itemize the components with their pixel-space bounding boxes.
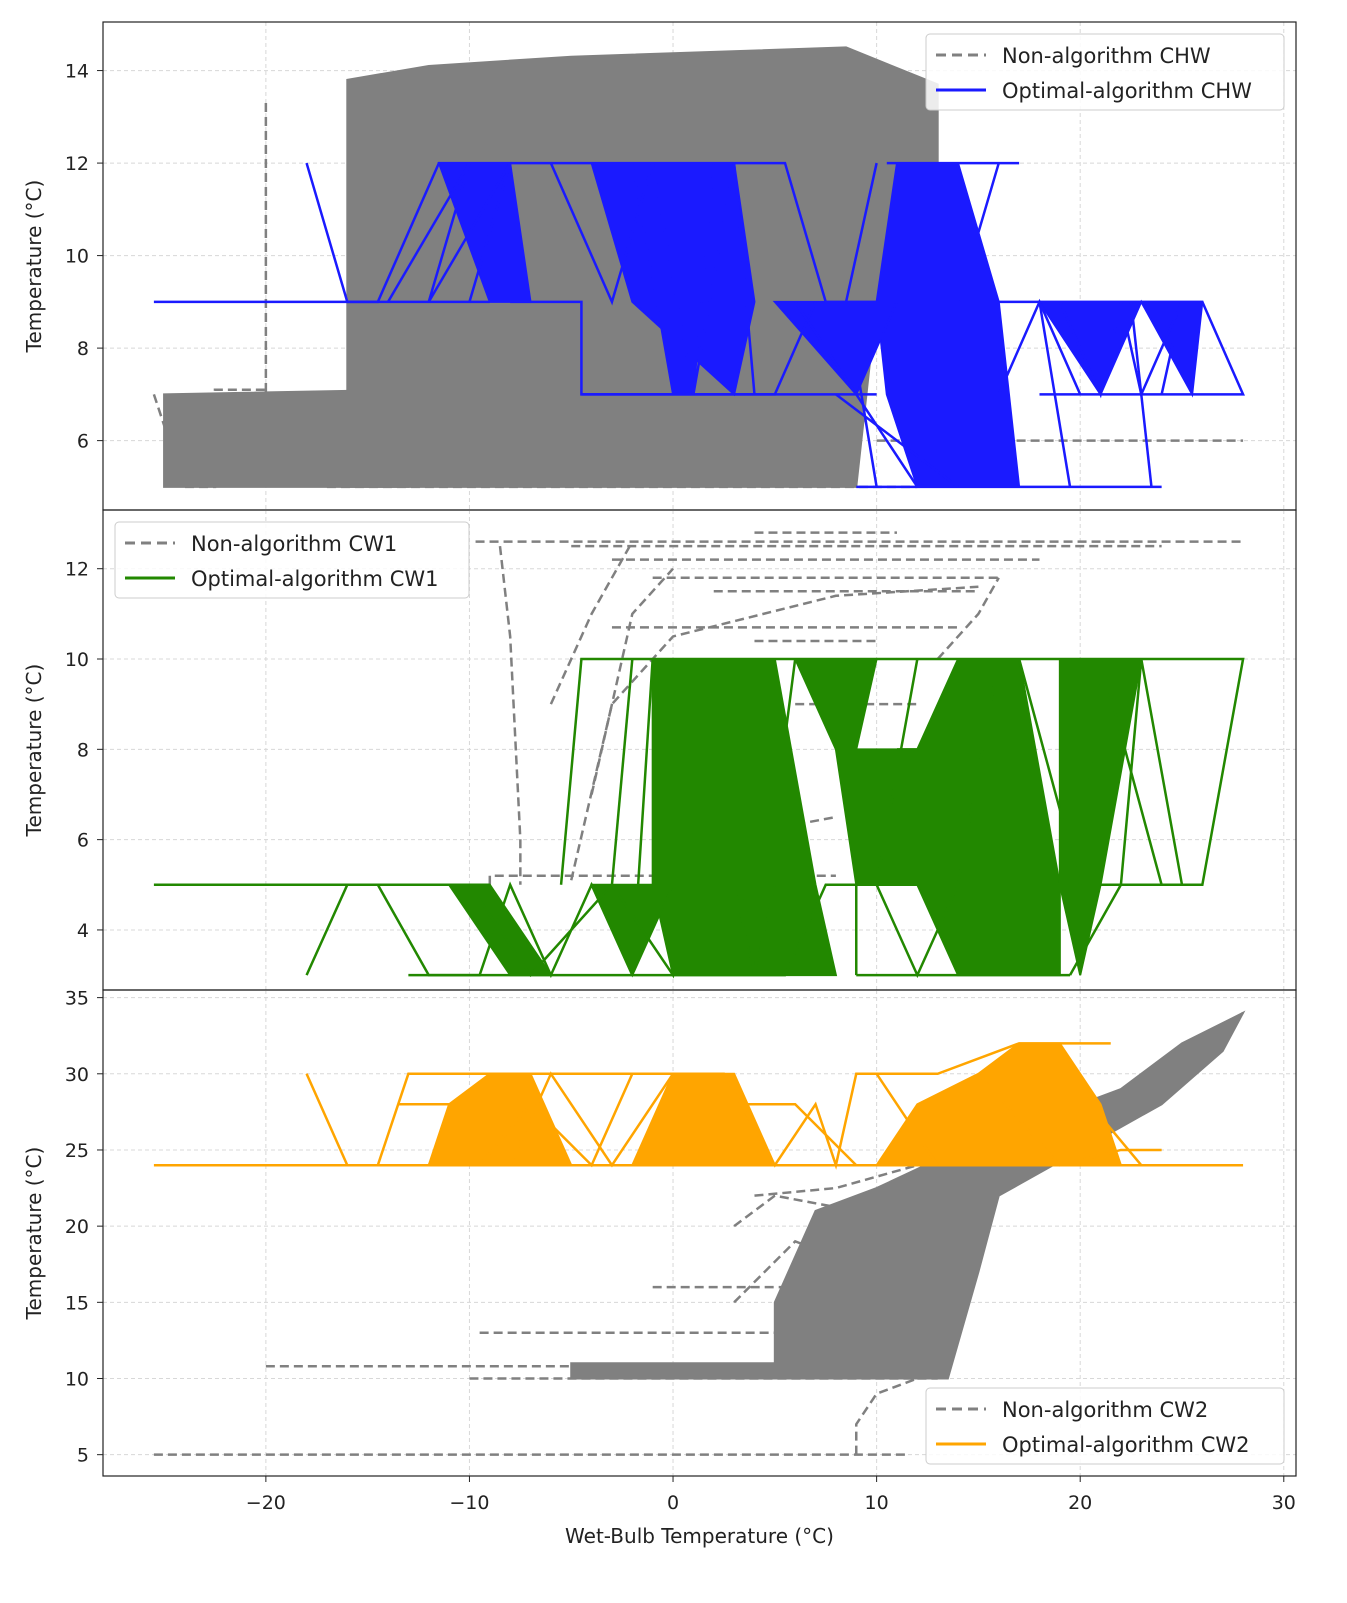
optimal-algorithm-cw1-dense-region <box>732 883 777 976</box>
optimal-algorithm-cw1-line <box>305 657 1245 977</box>
y-tick-label: 8 <box>77 338 89 360</box>
optimal-algorithm-chw-line <box>386 162 512 303</box>
plot-area <box>153 531 1245 979</box>
optimal-algorithm-cw2-line <box>509 1071 675 1168</box>
x-axis-label: Wet-Bulb Temperature (°C) <box>565 1524 834 1548</box>
y-tick-label: 10 <box>65 1368 89 1390</box>
legend-box <box>925 1387 1285 1465</box>
subplot-1: 6 8 10 12 14 Temperature (°C) Non-algorithm CH… <box>22 21 1297 511</box>
legend-label: Non-algorithm CW2 <box>1002 1398 1208 1422</box>
non-algorithm-chw-line <box>152 388 266 489</box>
non-algorithm-cw2-dense-region <box>773 1010 1246 1380</box>
optimal-algorithm-chw-line <box>844 162 878 488</box>
optimal-algorithm-chw-line <box>305 161 1245 396</box>
y-axis-label: Temperature (°C) <box>22 180 46 354</box>
y-tick-label: 30 <box>65 1064 89 1086</box>
y-tick-label: 25 <box>65 1140 89 1162</box>
plot-area <box>152 46 1245 489</box>
y-tick-label: 6 <box>77 431 89 453</box>
non-algorithm-cw2-line <box>733 1209 898 1304</box>
x-tick-label: 10 <box>865 1492 889 1514</box>
optimal-algorithm-chw-dense-region <box>875 162 1021 488</box>
legend-box <box>114 521 470 599</box>
optimal-algorithm-chw-line <box>1038 301 1072 488</box>
optimal-algorithm-cw2-dense-region <box>874 1042 1123 1167</box>
optimal-algorithm-chw-line <box>916 162 1000 488</box>
non-algorithm-cw1-line <box>936 577 1000 660</box>
optimal-algorithm-cw1-line <box>408 658 654 979</box>
y-tick-label: 20 <box>65 1216 89 1238</box>
subplot-2: 4 6 8 10 12 Temperature (°C) Non-algorithm CW1… <box>22 509 1297 991</box>
non-algorithm-cw2-line <box>855 1377 918 1455</box>
x-tick-label: −20 <box>246 1492 286 1514</box>
non-algorithm-cw1-line <box>498 545 522 885</box>
y-axis-label: Temperature (°C) <box>22 664 46 838</box>
optimal-algorithm-cw1-line <box>610 658 634 885</box>
x-tick-label: 20 <box>1068 1492 1092 1514</box>
optimal-algorithm-cw1-dense-region <box>1058 658 1143 976</box>
optimal-algorithm-cw1-line <box>468 658 797 979</box>
legend-label: Optimal-algorithm CHW <box>1002 79 1252 103</box>
x-tick-label: 30 <box>1272 1492 1296 1514</box>
axes-frame <box>102 989 1297 1477</box>
non-algorithm-cw2-line <box>1099 1011 1244 1106</box>
legend: Non-algorithm CHW Optimal-algorithm CHW <box>925 33 1285 111</box>
optimal-algorithm-cw2-line <box>305 1042 1111 1170</box>
legend: Non-algorithm CW1 Optimal-algorithm CW1 <box>114 521 470 599</box>
y-tick-label: 12 <box>65 153 89 175</box>
optimal-algorithm-cw2-line <box>734 1103 858 1167</box>
non-algorithm-cw2-line <box>733 1194 857 1228</box>
non-algorithm-chw-dense-region <box>163 388 410 488</box>
optimal-algorithm-cw1-line <box>875 658 1000 979</box>
y-tick-label: 35 <box>65 988 89 1010</box>
plot-area <box>153 1010 1246 1456</box>
y-axis-label: Temperature (°C) <box>22 1147 46 1321</box>
optimal-algorithm-cw1-dense-region <box>793 658 1061 977</box>
optimal-algorithm-chw-line <box>794 301 919 488</box>
non-algorithm-cw1-line <box>570 585 979 881</box>
y-tick-label: 4 <box>77 920 89 942</box>
x-tick-label: 0 <box>667 1492 679 1514</box>
optimal-algorithm-chw-line <box>1058 301 1184 399</box>
optimal-algorithm-cw2-dense-region <box>427 1072 573 1167</box>
legend-label: Optimal-algorithm CW2 <box>1002 1433 1249 1457</box>
optimal-algorithm-chw-line <box>997 298 1082 395</box>
legend-label: Non-algorithm CHW <box>1002 44 1211 68</box>
y-tick-label: 14 <box>65 61 89 83</box>
optimal-algorithm-cw2-line <box>875 1073 939 1166</box>
legend-box <box>925 33 1285 111</box>
y-tick-label: 8 <box>77 739 89 761</box>
y-tick-label: 10 <box>65 246 89 268</box>
optimal-algorithm-cw2-line <box>1038 1042 1143 1167</box>
optimal-algorithm-chw-line <box>835 393 959 488</box>
optimal-algorithm-cw2-line <box>427 1073 491 1166</box>
subplot-3: 5 10 15 20 25 30 35 Temperature (°C) Non-algorit… <box>22 988 1297 1477</box>
legend-label: Non-algorithm CW1 <box>191 532 397 556</box>
y-tick-label: 15 <box>65 1292 89 1314</box>
optimal-algorithm-cw1-line <box>1017 658 1163 886</box>
y-tick-label: 6 <box>77 830 89 852</box>
y-tick-label: 12 <box>65 559 89 581</box>
optimal-algorithm-cw2-line <box>977 1072 1162 1167</box>
optimal-algorithm-cw2-line <box>478 1073 634 1168</box>
y-tick-label: 5 <box>77 1445 89 1467</box>
legend-label: Optimal-algorithm CW1 <box>191 567 438 591</box>
non-algorithm-cw1-line <box>549 540 634 705</box>
optimal-algorithm-cw2-dense-region <box>630 1072 777 1167</box>
legend: Non-algorithm CW2 Optimal-algorithm CW2 <box>925 1387 1285 1465</box>
x-tick-label: −10 <box>449 1492 489 1514</box>
y-tick-label: 10 <box>65 649 89 671</box>
optimal-algorithm-chw-line <box>549 162 756 395</box>
non-algorithm-cw1-line <box>590 567 674 795</box>
